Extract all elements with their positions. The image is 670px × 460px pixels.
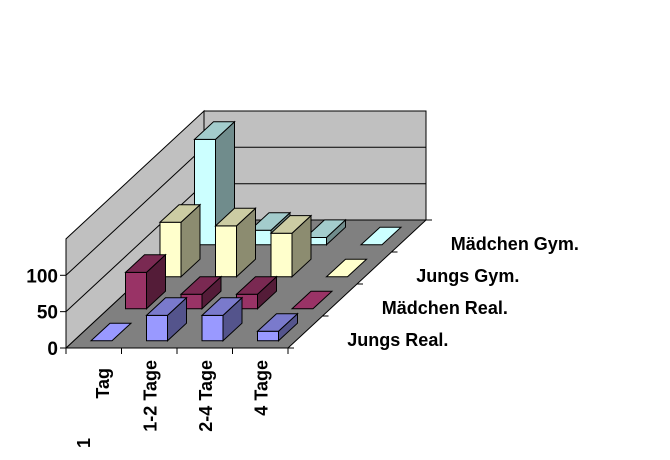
bar-s1-c0-front	[125, 271, 147, 310]
bar-s2-c3-top	[325, 258, 368, 278]
bar-s0-c0-top	[89, 322, 133, 342]
bar-s2-c2-top	[269, 215, 313, 234]
y-tick-label: 0	[47, 339, 58, 360]
bar-s3-c1-top	[248, 212, 292, 231]
bar-s2-c1-front	[215, 225, 237, 278]
series-label: Jungs Real.	[347, 330, 448, 350]
bar-s2-c0-top	[158, 204, 202, 223]
series-label: Mädchen Real.	[382, 298, 508, 318]
y-tick-label: 50	[37, 303, 58, 324]
x-tick-label-2: Tag	[93, 368, 113, 399]
bar-s0-c1-front	[146, 314, 168, 342]
x-tick-label: 1-2 Tage	[140, 360, 160, 432]
bar-s2-c2-front	[270, 232, 293, 278]
bar-s3-c2-top	[304, 219, 347, 238]
back-wall	[203, 110, 427, 221]
bar-s1-c1-top	[179, 276, 223, 295]
x-tick-label-group: 4 Tage	[251, 360, 271, 416]
bar-s0-c3-front	[257, 330, 279, 342]
bar-s3-c3-top	[359, 226, 403, 246]
bar-s0-c2-top	[200, 297, 244, 316]
x-tick-label-group: 1 Tag	[74, 368, 113, 448]
series-label: Jungs Gym.	[416, 266, 519, 286]
bar-s0-c2-front	[201, 314, 224, 342]
x-tick-label-group: 2-4 Tage	[196, 360, 216, 432]
bar-s3-c0-top	[193, 121, 236, 140]
bar-s1-c0-top	[124, 254, 167, 273]
chart-labels: 0 50 100 1 Tag 1-2 Tage 2-4 Tage 4 Tage Jungs Re…	[26, 234, 579, 448]
bar-s1-c3-top	[290, 290, 334, 310]
x-tick-label-group: 1-2 Tage	[140, 360, 160, 432]
bar-s0-c3-top	[256, 313, 299, 332]
x-tick-label: 1	[74, 438, 94, 448]
bar-s0-c1-top	[145, 297, 188, 316]
x-tick-label: 2-4 Tage	[196, 360, 216, 432]
x-tick-label: 4 Tage	[251, 360, 271, 416]
chart-axes	[60, 219, 432, 354]
bar-s2-c1-top	[214, 207, 257, 227]
chart-bars	[89, 120, 403, 342]
series-label: Mädchen Gym.	[451, 234, 579, 254]
y-tick-label: 100	[26, 266, 58, 287]
bar-s1-c2-top	[235, 276, 278, 295]
